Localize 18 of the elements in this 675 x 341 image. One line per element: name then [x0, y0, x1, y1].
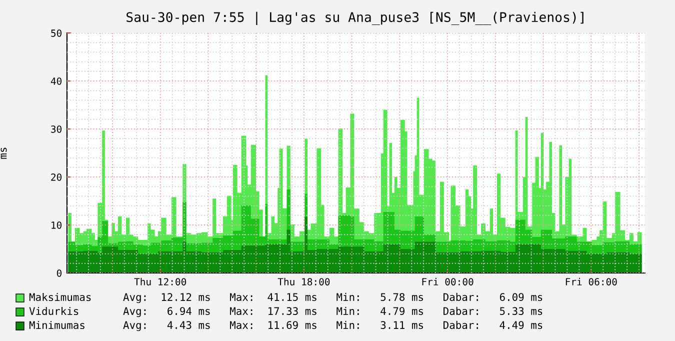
y-tick-label: 10 — [52, 222, 62, 229]
y-tick-label: 30 — [51, 126, 62, 133]
text: Avg: 4.43 ms Max: 11.69 ms Min: 3.11 ms Dabar: 4.49 ms — [123, 320, 542, 332]
y-axis-title: ms — [0, 148, 7, 159]
y-tick-label: 40 — [50, 78, 62, 85]
text: Avg: 12.12 ms Max: 41.15 ms Min: 5.78 ms Dabar: 6.09 ms — [123, 292, 542, 304]
x-tick-label: Fri 00:00 — [422, 278, 474, 286]
text: Avg: 6.94 ms Max: 17.33 ms Min: 4.79 ms Dabar: 5.33 ms — [123, 306, 542, 318]
y-tick-label: 50 — [51, 30, 62, 37]
x-tick-label: Fri 06:00 — [566, 278, 617, 286]
legend-label: Vidurkis — [29, 306, 78, 316]
x-tick-label: Thu 12:00 — [134, 278, 186, 286]
chart-title: Sau-30-pen 7:55 | Lag'as su Ana_puse3 [NS_5M__(Pravienos)] — [126, 12, 584, 25]
y-tick-label: 0 — [56, 270, 62, 277]
legend-label: Minimumas — [29, 320, 84, 330]
y-tick-label: 20 — [51, 174, 62, 181]
legend-label: Maksimumas — [29, 292, 91, 302]
x-tick-label: Thu 18:00 — [278, 278, 330, 286]
